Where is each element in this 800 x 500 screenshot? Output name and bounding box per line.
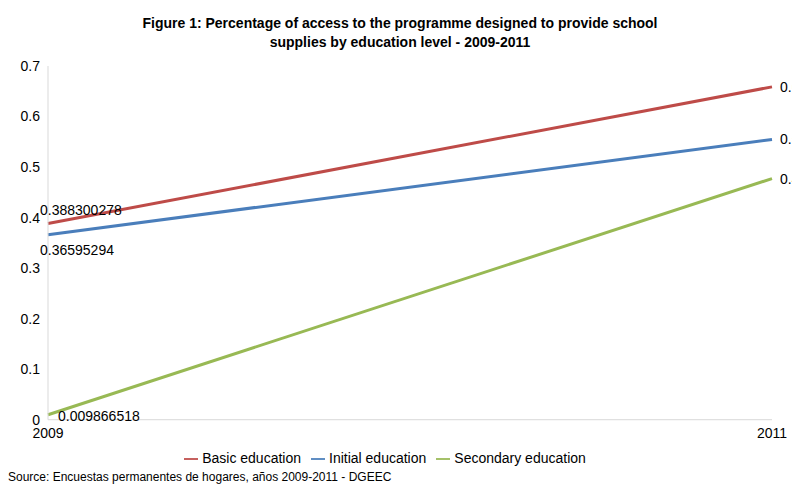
svg-text:0: 0 [32, 412, 40, 428]
svg-text:0.65873491: 0.65873491 [780, 79, 792, 95]
html-text:Source: Encuestas permanentes: Source: Encuestas permanentes de hogares… [8, 470, 392, 484]
svg-text:0.36595294: 0.36595294 [40, 242, 114, 258]
svg-text:0.4: 0.4 [21, 210, 41, 226]
svg-text:0.2: 0.2 [21, 311, 41, 327]
svg-text:0.1: 0.1 [21, 361, 41, 377]
html-text:Figure 1: Percentage of access: Figure 1: Percentage of access to the pr… [142, 15, 658, 50]
svg-text:0.388300278: 0.388300278 [40, 202, 122, 218]
svg-text:2009: 2009 [32, 424, 64, 441]
svg-text:0.554737258: 0.554737258 [780, 131, 792, 147]
svg-text:0.6: 0.6 [21, 108, 41, 124]
html-text:Initial education: Initial education [329, 449, 427, 466]
svg-text:0.7: 0.7 [21, 58, 41, 74]
html-text:Secondary education: Secondary education [454, 449, 586, 466]
svg-text:0.009866518: 0.009866518 [58, 408, 140, 424]
svg-text:2011: 2011 [757, 425, 787, 441]
html-text:Basic education: Basic education [202, 449, 301, 466]
svg-text:0.5: 0.5 [21, 159, 41, 175]
svg-text:0.3: 0.3 [21, 260, 41, 276]
svg-text:0.477199586: 0.477199586 [780, 171, 792, 187]
